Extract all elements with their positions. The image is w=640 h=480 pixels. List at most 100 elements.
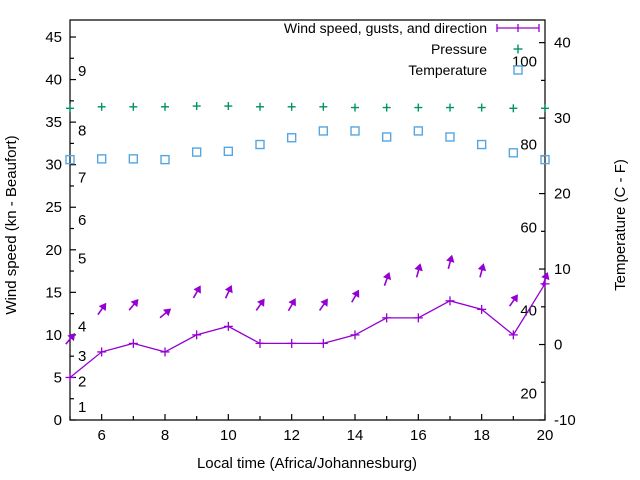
wind-speed-point — [413, 313, 423, 323]
wind-speed-point — [128, 338, 138, 348]
gust-direction-arrow — [128, 298, 139, 311]
gust-direction-arrow — [224, 285, 233, 299]
gust-direction-arrow — [477, 263, 487, 278]
left-tick-label: 25 — [45, 199, 62, 216]
pressure-point — [287, 102, 296, 111]
temperature-point — [540, 154, 550, 165]
pressure-point — [161, 102, 169, 111]
wind-speed-point — [287, 338, 297, 348]
gust-direction-arrow — [382, 272, 392, 286]
beaufort-label: 6 — [78, 212, 86, 229]
fahrenheit-label: 100 — [512, 54, 537, 71]
gust-direction-arrow — [192, 285, 201, 299]
right-tick-label: 30 — [554, 110, 571, 127]
beaufort-label: 5 — [78, 250, 86, 267]
bottom-tick-label: 10 — [220, 427, 237, 444]
temperature-point — [255, 139, 265, 150]
pressure-point — [351, 103, 359, 112]
bottom-tick-label: 16 — [410, 427, 427, 444]
wind-speed-point — [192, 330, 202, 340]
pressure-point — [541, 104, 549, 113]
wind-speed-point — [477, 304, 487, 314]
chart-legend: Wind speed, gusts, and direction Pressure… — [284, 20, 540, 78]
gust-direction-arrow — [351, 289, 360, 303]
bottom-axis-title: Local time (Africa/Johannesburg) — [197, 455, 417, 472]
fahrenheit-label: 80 — [520, 137, 537, 154]
legend-marker — [496, 24, 540, 32]
left-tick-label: 45 — [45, 29, 62, 46]
temperature-point — [318, 126, 329, 136]
wind-gust-direction-arrows — [65, 254, 550, 345]
right-tick-label: 20 — [554, 186, 571, 203]
bottom-axis: 6 8 10 12 14 16 18 20 — [69, 414, 554, 444]
left-axis-title: Wind speed (kn - Beaufort) — [3, 135, 20, 314]
left-axis: 0 5 10 15 20 25 30 35 40 45 — [45, 29, 76, 429]
gust-direction-arrow — [65, 332, 76, 345]
legend-label: Temperature — [408, 62, 487, 78]
pressure-point — [97, 102, 106, 111]
beaufort-scale-labels: 1 2 3 4 5 6 7 8 9 — [78, 63, 86, 416]
temperature-point — [476, 139, 487, 150]
temperature-point — [445, 132, 455, 142]
legend-label: Pressure — [431, 41, 487, 57]
pressure-point — [256, 102, 264, 111]
wind-speed-point — [350, 330, 360, 340]
wind-speed-point — [382, 313, 392, 323]
gust-direction-arrow — [446, 254, 455, 270]
temperature-point — [65, 154, 75, 165]
legend-marker — [513, 44, 523, 54]
beaufort-label: 7 — [78, 169, 86, 186]
gust-direction-arrow — [159, 308, 172, 319]
temperature-point — [413, 126, 424, 136]
pressure-point — [414, 103, 423, 112]
temperature-point — [128, 154, 139, 164]
pressure-series — [66, 102, 549, 113]
gust-direction-arrow — [414, 263, 423, 278]
right-tick-label: 10 — [554, 261, 571, 278]
bottom-tick-label: 6 — [97, 427, 105, 444]
pressure-point — [477, 103, 486, 112]
beaufort-label: 9 — [78, 63, 86, 80]
pressure-point — [129, 102, 138, 111]
bottom-tick-label: 8 — [161, 427, 169, 444]
temperature-point — [191, 147, 202, 157]
pressure-point — [319, 102, 328, 111]
bottom-tick-label: 14 — [347, 427, 364, 444]
gust-direction-arrow — [255, 298, 265, 311]
right-axis-title: Temperature (C - F) — [612, 159, 629, 291]
temperature-point — [96, 154, 107, 164]
right-tick-label: 40 — [554, 35, 571, 52]
temperature-point — [160, 154, 170, 165]
bottom-tick-label: 12 — [283, 427, 300, 444]
left-tick-label: 40 — [45, 72, 62, 89]
pressure-point — [382, 103, 391, 112]
bottom-tick-label: 20 — [537, 427, 554, 444]
pressure-point — [446, 103, 454, 112]
right-tick-label: -10 — [554, 412, 576, 429]
pressure-point — [66, 104, 74, 113]
gust-direction-arrow — [97, 302, 107, 316]
temperature-point — [350, 126, 360, 136]
wind-speed-point — [160, 347, 170, 357]
left-tick-label: 10 — [45, 327, 62, 344]
beaufort-label: 4 — [78, 318, 86, 335]
beaufort-label: 1 — [78, 399, 86, 416]
wind-speed-point — [318, 338, 328, 348]
wind-speed-series — [65, 279, 550, 382]
beaufort-label: 3 — [78, 348, 86, 365]
pressure-point — [224, 102, 233, 111]
legend-marker — [513, 65, 523, 75]
temperature-point — [381, 132, 392, 142]
left-tick-label: 20 — [45, 242, 62, 259]
wind-speed-line — [69, 283, 546, 378]
wind-speed-point — [255, 338, 265, 348]
gust-direction-arrow — [287, 298, 296, 312]
temperature-point — [223, 146, 234, 157]
bottom-tick-label: 18 — [473, 427, 490, 444]
left-tick-label: 15 — [45, 284, 62, 301]
left-tick-label: 35 — [45, 114, 62, 131]
